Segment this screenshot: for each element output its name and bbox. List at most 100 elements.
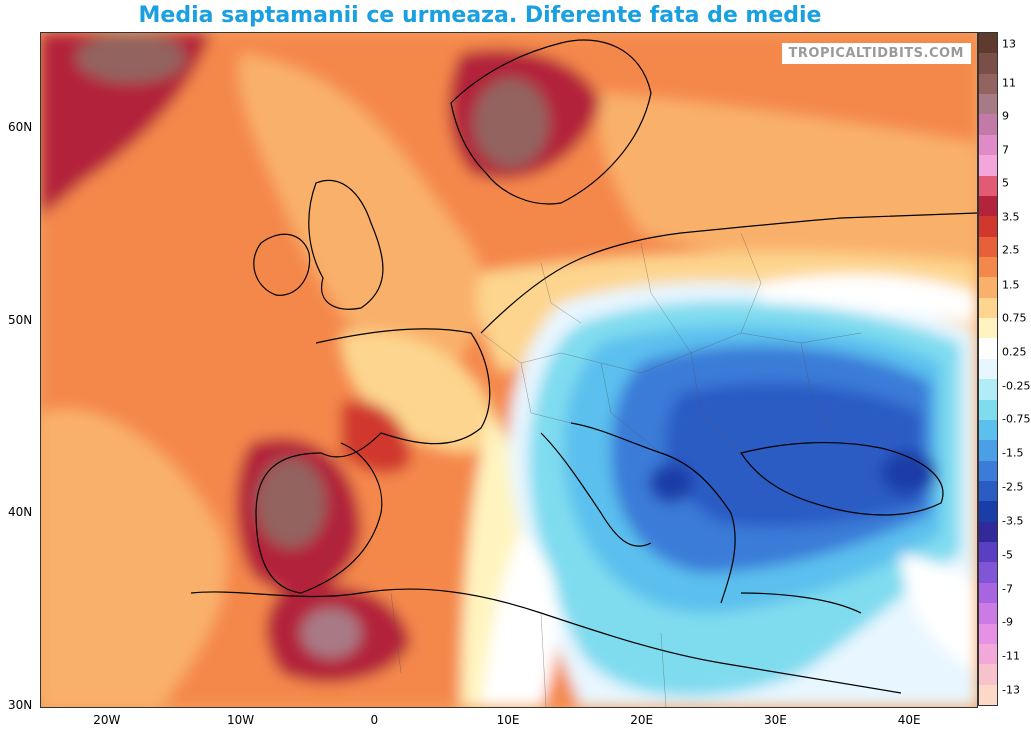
colorbar-tick-label: -7	[1002, 582, 1013, 596]
border-line	[800, 342, 832, 434]
great-britain-outline	[308, 179, 384, 310]
colorbar-swatch	[979, 623, 997, 645]
colorbar-tick-label: 11	[1002, 76, 1016, 90]
colorbar-swatch	[979, 257, 997, 278]
balkan-coast	[570, 422, 736, 604]
longitude-label: 10W	[226, 713, 255, 727]
colorbar-swatch	[979, 94, 997, 115]
colorbar-swatch	[979, 277, 997, 299]
cold-core-black-sea	[881, 451, 937, 495]
anomaly-map[interactable]: TROPICALTIDBITS.COM	[40, 32, 978, 708]
colorbar-swatch	[979, 521, 997, 543]
map-title: Media saptamanii ce urmeaza. Diferente f…	[138, 3, 822, 28]
colorbar-tick-label: -2.5	[1002, 480, 1024, 494]
colorbar-swatch	[979, 501, 997, 523]
colorbar-swatch	[979, 358, 997, 380]
colorbar-swatch	[979, 399, 997, 421]
temperature-anomaly-field	[41, 33, 977, 707]
latitude-label: 40N	[8, 505, 33, 520]
colorbar-swatch	[979, 236, 997, 258]
border-line	[320, 452, 342, 574]
warm-core-iberia	[256, 458, 326, 548]
colorbar-swatch	[979, 684, 997, 706]
colorbar-swatch	[979, 73, 997, 95]
colorbar-tick-label: 9	[1002, 109, 1009, 123]
colorbar-tick-label: -1.5	[1002, 446, 1024, 460]
colorbar-tick-label: 0.75	[1002, 311, 1027, 325]
colorbar-swatch	[979, 603, 997, 625]
longitude-label: 30E	[763, 713, 787, 727]
tropicaltidbits-watermark: TROPICALTIDBITS.COM	[781, 43, 971, 64]
colorbar-swatch	[979, 562, 997, 584]
longitude-label: 20W	[93, 713, 121, 727]
border-line	[740, 232, 762, 334]
colorbar-tick-label: 2.5	[1002, 243, 1020, 257]
neutral-strip	[761, 274, 977, 323]
black-sea-outline	[740, 441, 944, 516]
colorbar-swatch	[979, 419, 997, 441]
colorbar-swatch	[979, 33, 997, 54]
colorbar-tick-label: 0.25	[1002, 345, 1027, 359]
border-line	[540, 262, 582, 324]
admin-borders	[320, 232, 862, 707]
colorbar-tick-label: 3.5	[1002, 210, 1020, 224]
colorbar-swatch	[979, 297, 997, 319]
mild-warm-zone-east	[598, 93, 977, 283]
border-line	[390, 592, 402, 674]
colorbar-swatch	[979, 542, 997, 563]
strong-warm-nw	[41, 33, 211, 223]
mild-warm-zone	[239, 53, 484, 393]
italy-coast	[540, 432, 652, 547]
colorbar-swatch	[979, 582, 997, 604]
neutral-patch-east	[901, 553, 977, 673]
colorbar-swatch	[979, 481, 997, 502]
border-line	[690, 352, 742, 454]
colorbar-tick-label: 1.5	[1002, 278, 1020, 292]
cold-core-balkans	[649, 463, 693, 503]
border-line	[640, 242, 692, 354]
scandinavia-outline	[450, 39, 652, 205]
ireland-outline	[253, 233, 311, 296]
border-line	[520, 362, 572, 424]
colorbar-swatch	[979, 134, 997, 156]
border-line	[600, 362, 662, 454]
colorbar-swatch	[979, 53, 997, 75]
latitude-label: 60N	[8, 120, 33, 135]
warm-core-scandinavia	[473, 78, 549, 168]
colorbar-swatch	[979, 155, 997, 177]
cold-anomaly-very-strong	[665, 382, 921, 527]
colorbar-swatch	[979, 460, 997, 482]
colorbar-swatch	[979, 664, 997, 686]
colorbar-tick-label: -3.5	[1002, 514, 1024, 528]
colorbar-tick-label: -0.75	[1002, 412, 1031, 426]
border-line	[660, 632, 667, 707]
colorbar-swatch	[979, 379, 997, 401]
latitude-label: 50N	[8, 312, 33, 327]
colorbar-swatch	[979, 338, 997, 360]
longitude-label: 0	[370, 713, 379, 727]
colorbar-swatch	[979, 643, 997, 665]
near-normal-france	[341, 331, 501, 452]
colorbar-tick-label: 5	[1002, 176, 1009, 190]
warm-core-north	[76, 33, 186, 83]
colorbar	[978, 32, 998, 706]
warm-core-africa	[301, 608, 361, 658]
colorbar-swatch	[979, 175, 997, 197]
colorbar-swatch	[979, 440, 997, 462]
colorbar-tick-label: -13	[1002, 683, 1020, 697]
latitude-label: 30N	[8, 698, 33, 712]
north-coast	[480, 212, 977, 334]
border-line	[540, 612, 547, 707]
longitude-label: 20E	[630, 713, 654, 727]
colorbar-swatch	[979, 216, 997, 238]
colorbar-swatch	[979, 195, 997, 217]
colorbar-tick-label: -5	[1002, 548, 1013, 562]
border-line	[480, 332, 862, 374]
colorbar-swatch	[979, 114, 997, 136]
colorbar-tick-label: -0.25	[1002, 379, 1031, 393]
mild-warm-zone-atlantic	[41, 409, 227, 707]
turkey-south-coast	[740, 592, 862, 614]
colorbar-tick-label: -9	[1002, 615, 1013, 629]
colorbar-swatch	[979, 318, 997, 339]
longitude-label: 10E	[496, 713, 520, 727]
